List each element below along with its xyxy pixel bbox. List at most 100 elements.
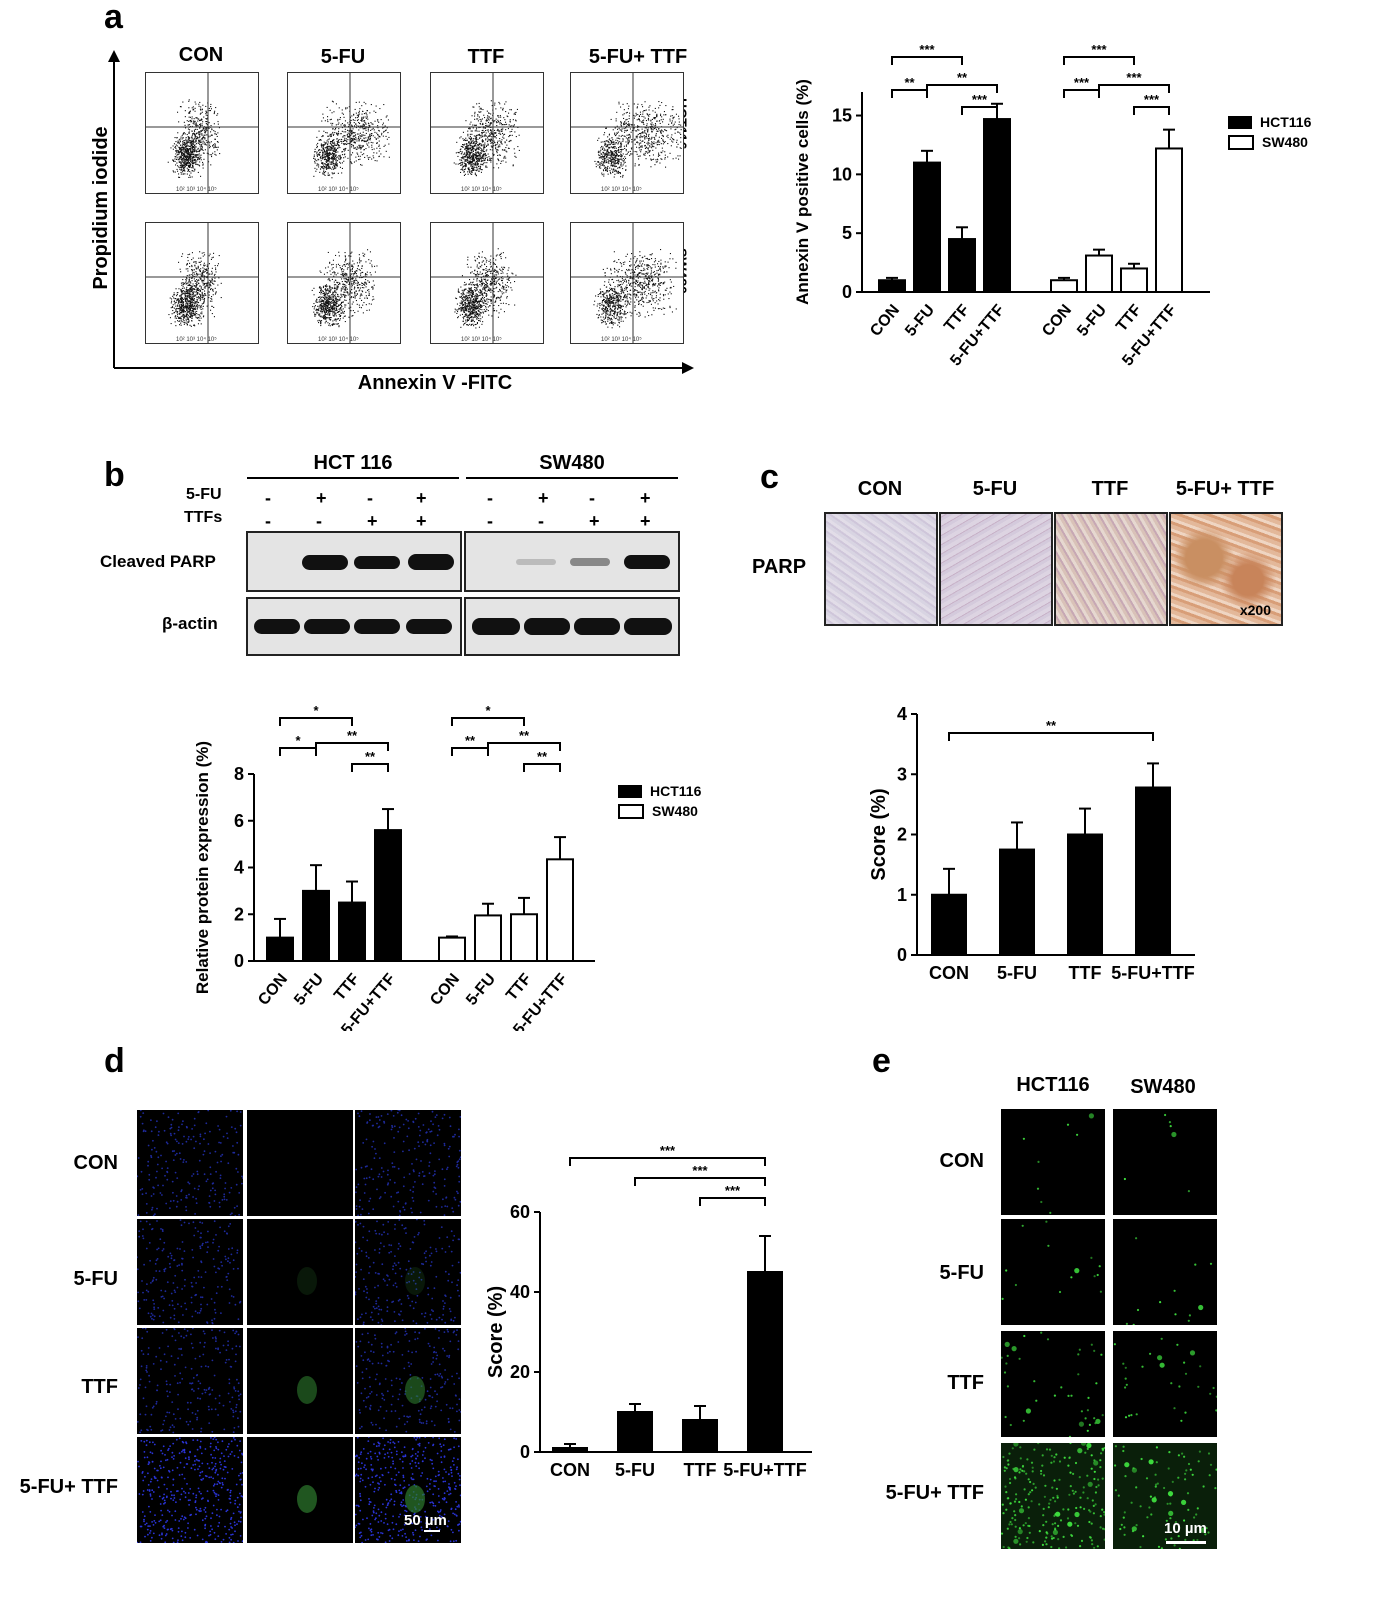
nucleus-dot	[160, 1460, 162, 1463]
fluor-dot	[1123, 1177, 1126, 1181]
significance-label: ***	[1091, 42, 1107, 57]
nucleus-dot	[215, 1493, 218, 1495]
flow-scatter-plot: 10² 10³ 10⁴ 10⁵	[430, 72, 544, 194]
ihc-image-con	[824, 512, 938, 626]
nucleus-dot	[181, 1473, 184, 1476]
nucleus-dot	[450, 1471, 453, 1474]
nucleus-dot	[234, 1410, 237, 1413]
nucleus-dot	[459, 1116, 461, 1118]
flow-scatter-plot: 10² 10³ 10⁴ 10⁵	[145, 222, 259, 344]
nucleus-dot	[429, 1378, 432, 1380]
nucleus-dot	[239, 1512, 242, 1514]
y-axis-label: Score (%)	[868, 788, 890, 880]
nucleus-dot	[213, 1437, 216, 1439]
nucleus-dot	[200, 1276, 203, 1278]
nucleus-dot	[199, 1135, 202, 1138]
x-tick-label: TTF	[1113, 301, 1145, 335]
nucleus-dot	[386, 1390, 389, 1393]
significance-bracket	[351, 763, 389, 772]
nucleus-dot	[432, 1361, 434, 1363]
y-tick-label: 1	[897, 885, 907, 905]
fluor-dot	[1140, 1457, 1143, 1461]
nucleus-dot	[434, 1505, 437, 1507]
nucleus-dot	[161, 1332, 164, 1334]
fluor-dot	[1174, 1313, 1177, 1316]
nucleus-dot	[160, 1154, 162, 1157]
fluor-dot	[1058, 1547, 1061, 1549]
nucleus-dot	[238, 1398, 240, 1401]
nucleus-dot	[145, 1212, 148, 1214]
y-tick-label: 4	[234, 858, 244, 878]
nucleus-dot	[150, 1156, 153, 1159]
nucleus-dot	[230, 1187, 233, 1189]
nucleus-dot	[440, 1515, 443, 1518]
nucleus-dot	[153, 1303, 155, 1305]
nucleus-dot	[401, 1535, 404, 1537]
nucleus-dot	[384, 1378, 387, 1380]
nucleus-dot	[440, 1409, 443, 1412]
fluor-dot	[1058, 1478, 1061, 1481]
nucleus-dot	[170, 1134, 172, 1137]
nucleus-dot	[392, 1515, 394, 1518]
nucleus-dot	[212, 1241, 214, 1244]
nucleus-dot	[404, 1454, 407, 1457]
nucleus-dot	[359, 1316, 362, 1319]
fluor-dot	[1021, 1464, 1025, 1468]
fluor-dot	[1114, 1464, 1117, 1467]
nucleus-dot	[172, 1484, 175, 1486]
nucleus-dot	[454, 1508, 457, 1511]
nucleus-dot	[148, 1489, 151, 1491]
nucleus-dot	[183, 1449, 186, 1452]
nucleus-dot	[358, 1523, 361, 1525]
fluor-dot	[1002, 1545, 1005, 1549]
nucleus-dot	[199, 1247, 202, 1250]
nucleus-dot	[385, 1364, 388, 1367]
nucleus-dot	[156, 1469, 158, 1472]
nucleus-dot	[224, 1525, 226, 1528]
nucleus-dot	[199, 1133, 202, 1136]
nucleus-dot	[156, 1220, 158, 1222]
nucleus-dot	[414, 1282, 417, 1285]
nucleus-dot	[235, 1483, 238, 1486]
blot-parp-sw480	[464, 531, 680, 592]
nucleus-dot	[171, 1401, 174, 1403]
fluor-dot	[1062, 1508, 1065, 1511]
nucleus-dot	[416, 1437, 419, 1439]
bar	[747, 1271, 783, 1453]
nucleus-dot	[435, 1248, 437, 1250]
ihc-row-label-parp: PARP	[752, 556, 807, 578]
nucleus-dot	[167, 1449, 169, 1451]
nucleus-dot	[415, 1322, 418, 1325]
nucleus-dot	[447, 1421, 450, 1424]
nucleus-dot	[198, 1474, 201, 1477]
nucleus-dot	[149, 1493, 152, 1496]
nucleus-dot	[184, 1536, 187, 1539]
nucleus-dot	[445, 1403, 448, 1406]
fluor-dot	[1173, 1289, 1176, 1292]
nucleus-dot	[213, 1531, 216, 1534]
nucleus-dot	[425, 1422, 428, 1425]
nucleus-dot	[229, 1498, 231, 1500]
nucleus-dot	[448, 1245, 451, 1248]
nucleus-dot	[425, 1131, 428, 1134]
nucleus-dot	[387, 1221, 390, 1223]
nucleus-dot	[212, 1489, 215, 1492]
nucleus-dot	[182, 1120, 184, 1123]
nucleus-dot	[355, 1474, 357, 1477]
nucleus-dot	[195, 1496, 197, 1499]
nucleus-dot	[387, 1441, 389, 1443]
nucleus-dot	[225, 1510, 228, 1513]
nucleus-dot	[151, 1406, 154, 1409]
nucleus-dot	[210, 1298, 213, 1300]
fluor-dot	[1068, 1493, 1071, 1496]
nucleus-dot	[178, 1520, 181, 1522]
fluor-dot	[1005, 1362, 1008, 1365]
nucleus-dot	[367, 1440, 370, 1442]
nucleus-dot	[355, 1263, 358, 1266]
nucleus-dot	[454, 1198, 457, 1201]
nucleus-dot	[166, 1178, 169, 1181]
tunel-image	[136, 1327, 244, 1435]
nucleus-dot	[393, 1311, 396, 1313]
nucleus-dot	[378, 1486, 381, 1489]
nucleus-dot	[207, 1143, 210, 1145]
